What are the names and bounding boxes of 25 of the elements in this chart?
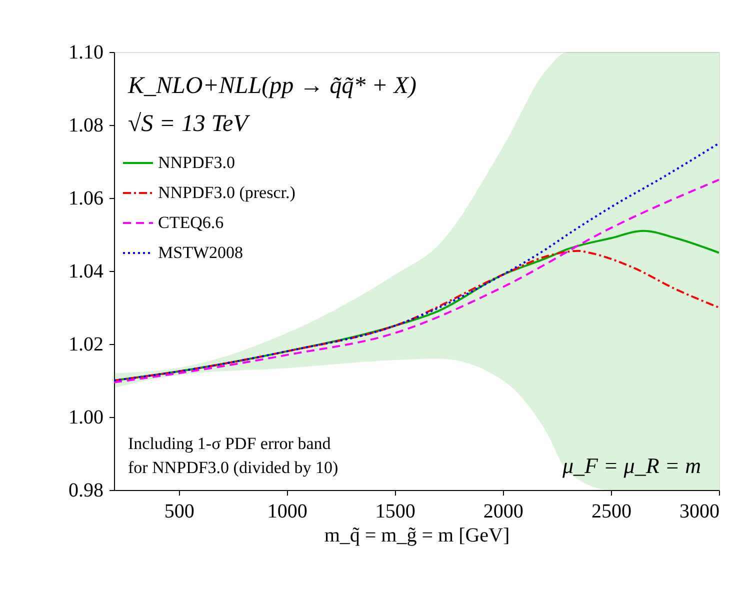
line-series — [114, 178, 719, 384]
y-tick-label: 1.02 — [68, 334, 104, 356]
annotation: √S = 13 TeV — [128, 111, 250, 137]
x-tick-label: 2000 — [483, 500, 524, 522]
x-tick-label: 500 — [164, 500, 194, 522]
legend-label: CTEQ6.6 — [158, 213, 224, 232]
y-tick-label: 0.98 — [68, 480, 104, 502]
y-tick-label: 1.10 — [68, 42, 104, 64]
legend-label: NNPDF3.0 — [158, 153, 235, 172]
legend-label: NNPDF3.0 (prescr.) — [158, 183, 296, 202]
y-tick-label: 1.04 — [68, 260, 104, 282]
annotation: K_NLO+NLL(pp → q̃q̃* + X) — [127, 73, 416, 99]
annotation: μ_F = μ_R = m — [561, 453, 701, 478]
y-tick-label: 1.08 — [68, 114, 104, 136]
x-axis-title: m_q̃ = m_g̃ = m [GeV] — [324, 524, 510, 546]
y-tick-label: 1.00 — [68, 406, 104, 428]
line-series — [114, 142, 719, 382]
annotation: Including 1-σ PDF error band — [128, 434, 332, 453]
x-tick-label: 1000 — [267, 500, 308, 522]
x-tick-label: 1500 — [375, 500, 416, 522]
x-tick-label: 3000 — [680, 500, 720, 522]
y-tick-label: 1.06 — [68, 188, 104, 210]
annotation: for NNPDF3.0 (divided by 10) — [128, 458, 338, 477]
legend-label: MSTW2008 — [158, 243, 243, 262]
x-tick-label: 2500 — [591, 500, 632, 522]
